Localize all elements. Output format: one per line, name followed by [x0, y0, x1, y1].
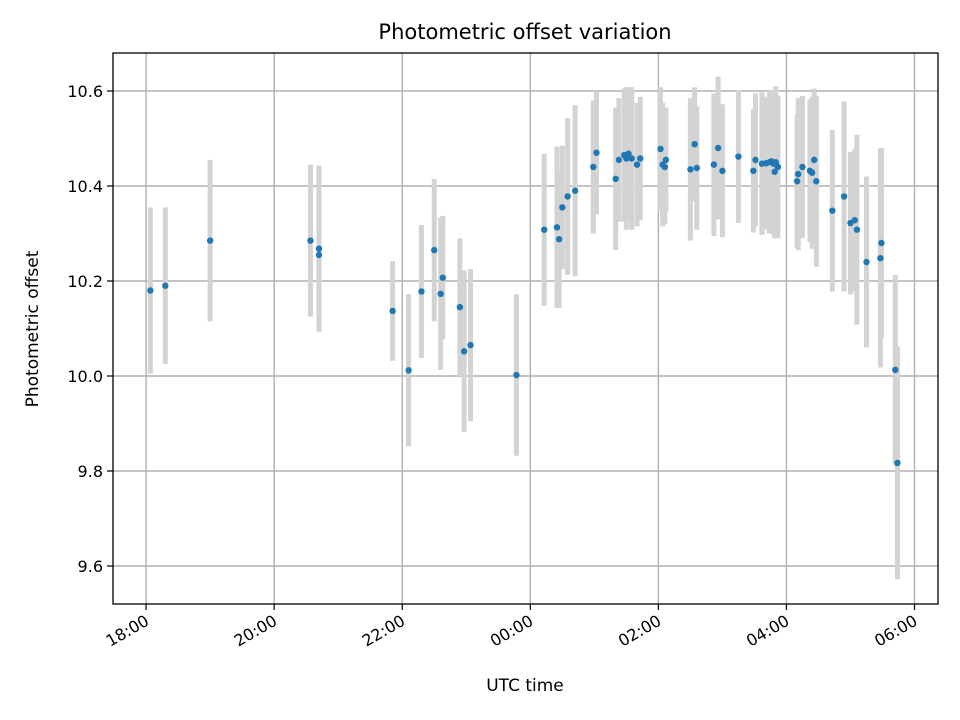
data-point [555, 236, 563, 243]
data-point [439, 274, 446, 281]
data-point [431, 246, 438, 254]
y-tick-label: 10.4 [67, 177, 103, 196]
y-tick-label: 9.6 [78, 557, 103, 576]
data-point [810, 156, 818, 164]
data-point [714, 144, 722, 152]
x-tick-label: 04:00 [743, 611, 792, 651]
data-point [540, 226, 548, 233]
data-point [878, 239, 885, 247]
x-tick-label: 18:00 [103, 611, 152, 651]
data-point [460, 348, 468, 355]
data-point [657, 145, 664, 153]
data-point [693, 164, 700, 172]
data-point [877, 255, 884, 262]
data-point [863, 258, 870, 266]
data-point [553, 224, 561, 231]
data-point [456, 303, 464, 311]
data-point [851, 217, 858, 224]
data-point [793, 178, 801, 185]
y-tick-label: 10.6 [67, 82, 103, 101]
data-point [315, 245, 323, 252]
data-point [315, 251, 323, 259]
data-point [750, 167, 757, 174]
data-point [633, 161, 641, 168]
y-tick-label: 10.0 [67, 367, 103, 386]
data-point [719, 167, 726, 174]
data-point [691, 141, 698, 148]
data-points [147, 141, 901, 467]
data-point [894, 459, 901, 467]
x-axis-label: UTC time [486, 676, 564, 696]
x-tick-label: 20:00 [231, 611, 280, 651]
data-point [625, 150, 632, 157]
data-point [405, 367, 412, 374]
x-axis: 18:00 20:00 22:00 00:00 02:00 04:00 06:00 [103, 604, 921, 651]
data-point [637, 155, 644, 162]
data-point [513, 371, 520, 379]
data-point [437, 290, 444, 298]
data-point [808, 169, 816, 176]
data-point [752, 156, 759, 164]
data-point [813, 178, 820, 185]
data-point [662, 156, 670, 164]
x-tick-label: 00:00 [487, 611, 536, 651]
data-point [307, 237, 314, 244]
data-point [687, 166, 694, 173]
data-point [774, 163, 782, 171]
data-point [559, 204, 566, 211]
x-tick-label: 22:00 [359, 611, 408, 651]
data-point [564, 193, 571, 200]
x-tick-label: 06:00 [871, 611, 920, 651]
y-tick-label: 10.2 [67, 272, 103, 291]
data-point [840, 193, 848, 200]
data-point [590, 163, 597, 171]
y-axis-label: Photometric offset [23, 250, 43, 407]
y-axis: 9.6 9.8 10.0 10.2 10.4 10.6 [67, 82, 113, 576]
data-point [628, 155, 635, 162]
x-tick-label: 02:00 [615, 611, 664, 651]
data-point [389, 307, 396, 315]
data-point [661, 163, 668, 171]
data-point [710, 161, 718, 168]
data-point [467, 341, 474, 349]
data-point [162, 282, 169, 289]
errorbars [147, 76, 900, 580]
data-point [612, 175, 619, 183]
chart-title: Photometric offset variation [378, 20, 671, 44]
grid [113, 53, 938, 604]
data-point [771, 168, 778, 175]
y-tick-label: 9.8 [78, 462, 103, 481]
plot-frame [112, 52, 939, 605]
data-point [571, 187, 579, 194]
data-point [853, 226, 861, 233]
data-point [147, 287, 154, 294]
data-point [829, 207, 836, 214]
data-point [892, 366, 899, 374]
data-point [794, 170, 802, 178]
data-point [206, 237, 214, 244]
data-point [735, 153, 742, 160]
data-point [799, 163, 806, 171]
data-point [593, 149, 600, 156]
data-point [615, 156, 623, 164]
data-point [418, 288, 425, 295]
